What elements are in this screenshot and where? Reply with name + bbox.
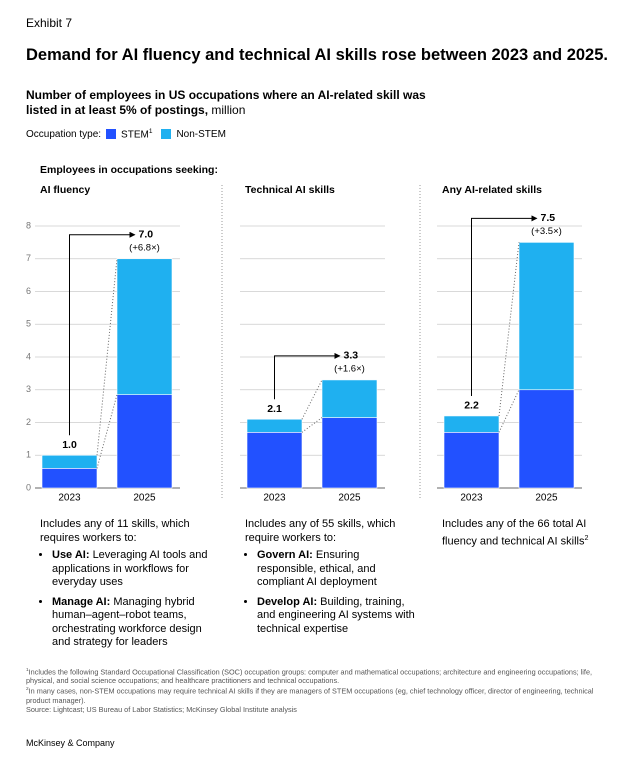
- bar-segment: [443, 415, 500, 433]
- bar-segment: [246, 432, 303, 489]
- total-label: 2.2: [464, 400, 479, 412]
- footnote-text: Includes the following Standard Occupati…: [26, 667, 593, 686]
- bar-segment: [41, 454, 98, 469]
- bullet-text: Managing hybrid human–agent–robot teams,…: [52, 595, 202, 649]
- x-tick-label: 2025: [133, 493, 156, 504]
- chart: AI fluency 0 1 2 3 4 5 6 7 8 2023 2025 1.0 7.0(+6.8×)…: [26, 184, 582, 504]
- y-tick-label: 6: [26, 286, 31, 296]
- bullet-term: Govern AI:: [257, 549, 313, 561]
- x-tick-label: 2023: [263, 493, 286, 504]
- bar-segment: [443, 432, 500, 489]
- total-label: 2.1: [267, 403, 282, 415]
- y-tick-label: 3: [26, 384, 31, 394]
- description: Includes any of 11 skills, which require…: [40, 518, 212, 656]
- footnote: 2In many cases, non-STEM occupations may…: [26, 685, 616, 705]
- footnote-marker: 2: [26, 687, 29, 693]
- bullet: Govern AI: Ensuring responsible, ethical…: [257, 549, 417, 590]
- total-label: 3.3: [344, 350, 359, 362]
- panel-title: Any AI-related skills: [442, 184, 542, 196]
- panel-title: Technical AI skills: [245, 184, 335, 196]
- bullet: Manage AI: Managing hybrid human–agent–r…: [52, 596, 212, 650]
- x-tick-label: 2023: [58, 493, 81, 504]
- footnote: 1Includes the following Standard Occupat…: [26, 666, 616, 685]
- bullet-text: Leveraging AI tools and applications in …: [52, 549, 208, 588]
- bullet-term: Develop AI:: [257, 595, 318, 608]
- growth-arrow: [471, 215, 538, 396]
- panel-header: Employees in occupations seeking:: [40, 164, 218, 176]
- growth-arrow: [69, 231, 136, 436]
- description-text: Includes any of the 66 total AI fluency …: [442, 518, 587, 548]
- bar-segment: [41, 468, 98, 489]
- bullet-term: Manage AI:: [52, 595, 111, 608]
- brand: McKinsey & Company: [26, 738, 115, 748]
- legend-entry: Non-STEM: [176, 128, 226, 140]
- legend-label: Occupation type:: [26, 128, 102, 140]
- bullet-list: Use AI: Leveraging AI tools and applicat…: [40, 549, 212, 650]
- x-tick-label: 2025: [535, 493, 558, 504]
- source: Source: Lightcast; US Bureau of Labor St…: [26, 704, 297, 714]
- exhibit-label: Exhibit 7: [26, 16, 73, 30]
- connector: [301, 417, 323, 433]
- connector: [96, 394, 118, 469]
- connector: [498, 389, 520, 433]
- connector: [498, 242, 520, 417]
- bullet: Develop AI: Building, training, and engi…: [257, 596, 417, 637]
- y-tick-label: 7: [26, 253, 31, 263]
- y-tick-label: 4: [26, 351, 31, 361]
- footnote-marker: 2: [584, 533, 589, 542]
- bar-segment: [321, 379, 378, 418]
- description-text: Includes any of 11 skills, which require…: [40, 518, 190, 544]
- footnotes: 1Includes the following Standard Occupat…: [26, 666, 616, 714]
- legend-swatch: [106, 129, 117, 140]
- footnote-text: In many cases, non-STEM occupations may …: [26, 686, 594, 705]
- growth-arrow: [274, 352, 341, 400]
- legend-entry: STEM: [121, 129, 149, 141]
- description: Includes any of the 66 total AI fluency …: [442, 518, 614, 549]
- y-tick-label: 8: [26, 220, 31, 230]
- subtitle: Number of employees in US occupations wh…: [26, 88, 436, 118]
- title: Demand for AI fluency and technical AI s…: [26, 46, 608, 64]
- y-tick-label: 0: [26, 482, 31, 492]
- bullet-text: Building, training, and engineering AI s…: [257, 595, 415, 635]
- bar-segment: [518, 242, 575, 391]
- legend: Occupation type: STEM1 Non-STEM: [26, 128, 226, 140]
- growth-label: (+1.6×): [334, 363, 365, 374]
- connector: [301, 379, 323, 420]
- y-tick-label: 1: [26, 450, 31, 460]
- total-label: 7.5: [541, 212, 556, 224]
- subtitle-text: Number of employees in US occupations wh…: [26, 88, 426, 117]
- growth-label: (+6.8×): [129, 242, 160, 253]
- bullet-term: Use AI:: [52, 549, 90, 561]
- growth-label: (+3.5×): [531, 226, 562, 237]
- y-tick-label: 5: [26, 319, 31, 329]
- bullet-list: Govern AI: Ensuring responsible, ethical…: [245, 549, 417, 636]
- total-label: 7.0: [139, 229, 154, 241]
- bar-segment: [116, 394, 173, 489]
- x-tick-label: 2023: [460, 493, 483, 504]
- x-tick-label: 2025: [338, 493, 361, 504]
- description: Includes any of 55 skills, which require…: [245, 518, 417, 642]
- subtitle-unit: million: [211, 103, 246, 117]
- description-text: Includes any of 55 skills, which require…: [245, 518, 396, 544]
- bar-segment: [321, 417, 378, 489]
- panel-title: AI fluency: [40, 184, 90, 196]
- footnote-marker: 1: [148, 128, 153, 135]
- bullet-text: Ensuring responsible, ethical, and compl…: [257, 549, 377, 588]
- legend-swatch: [161, 129, 172, 140]
- bullet: Use AI: Leveraging AI tools and applicat…: [52, 549, 212, 590]
- footnote-marker: 1: [26, 668, 29, 673]
- total-label: 1.0: [62, 439, 77, 451]
- bar-segment: [518, 389, 575, 489]
- y-tick-label: 2: [26, 417, 31, 427]
- bar-segment: [246, 418, 303, 433]
- bar-segment: [116, 258, 173, 395]
